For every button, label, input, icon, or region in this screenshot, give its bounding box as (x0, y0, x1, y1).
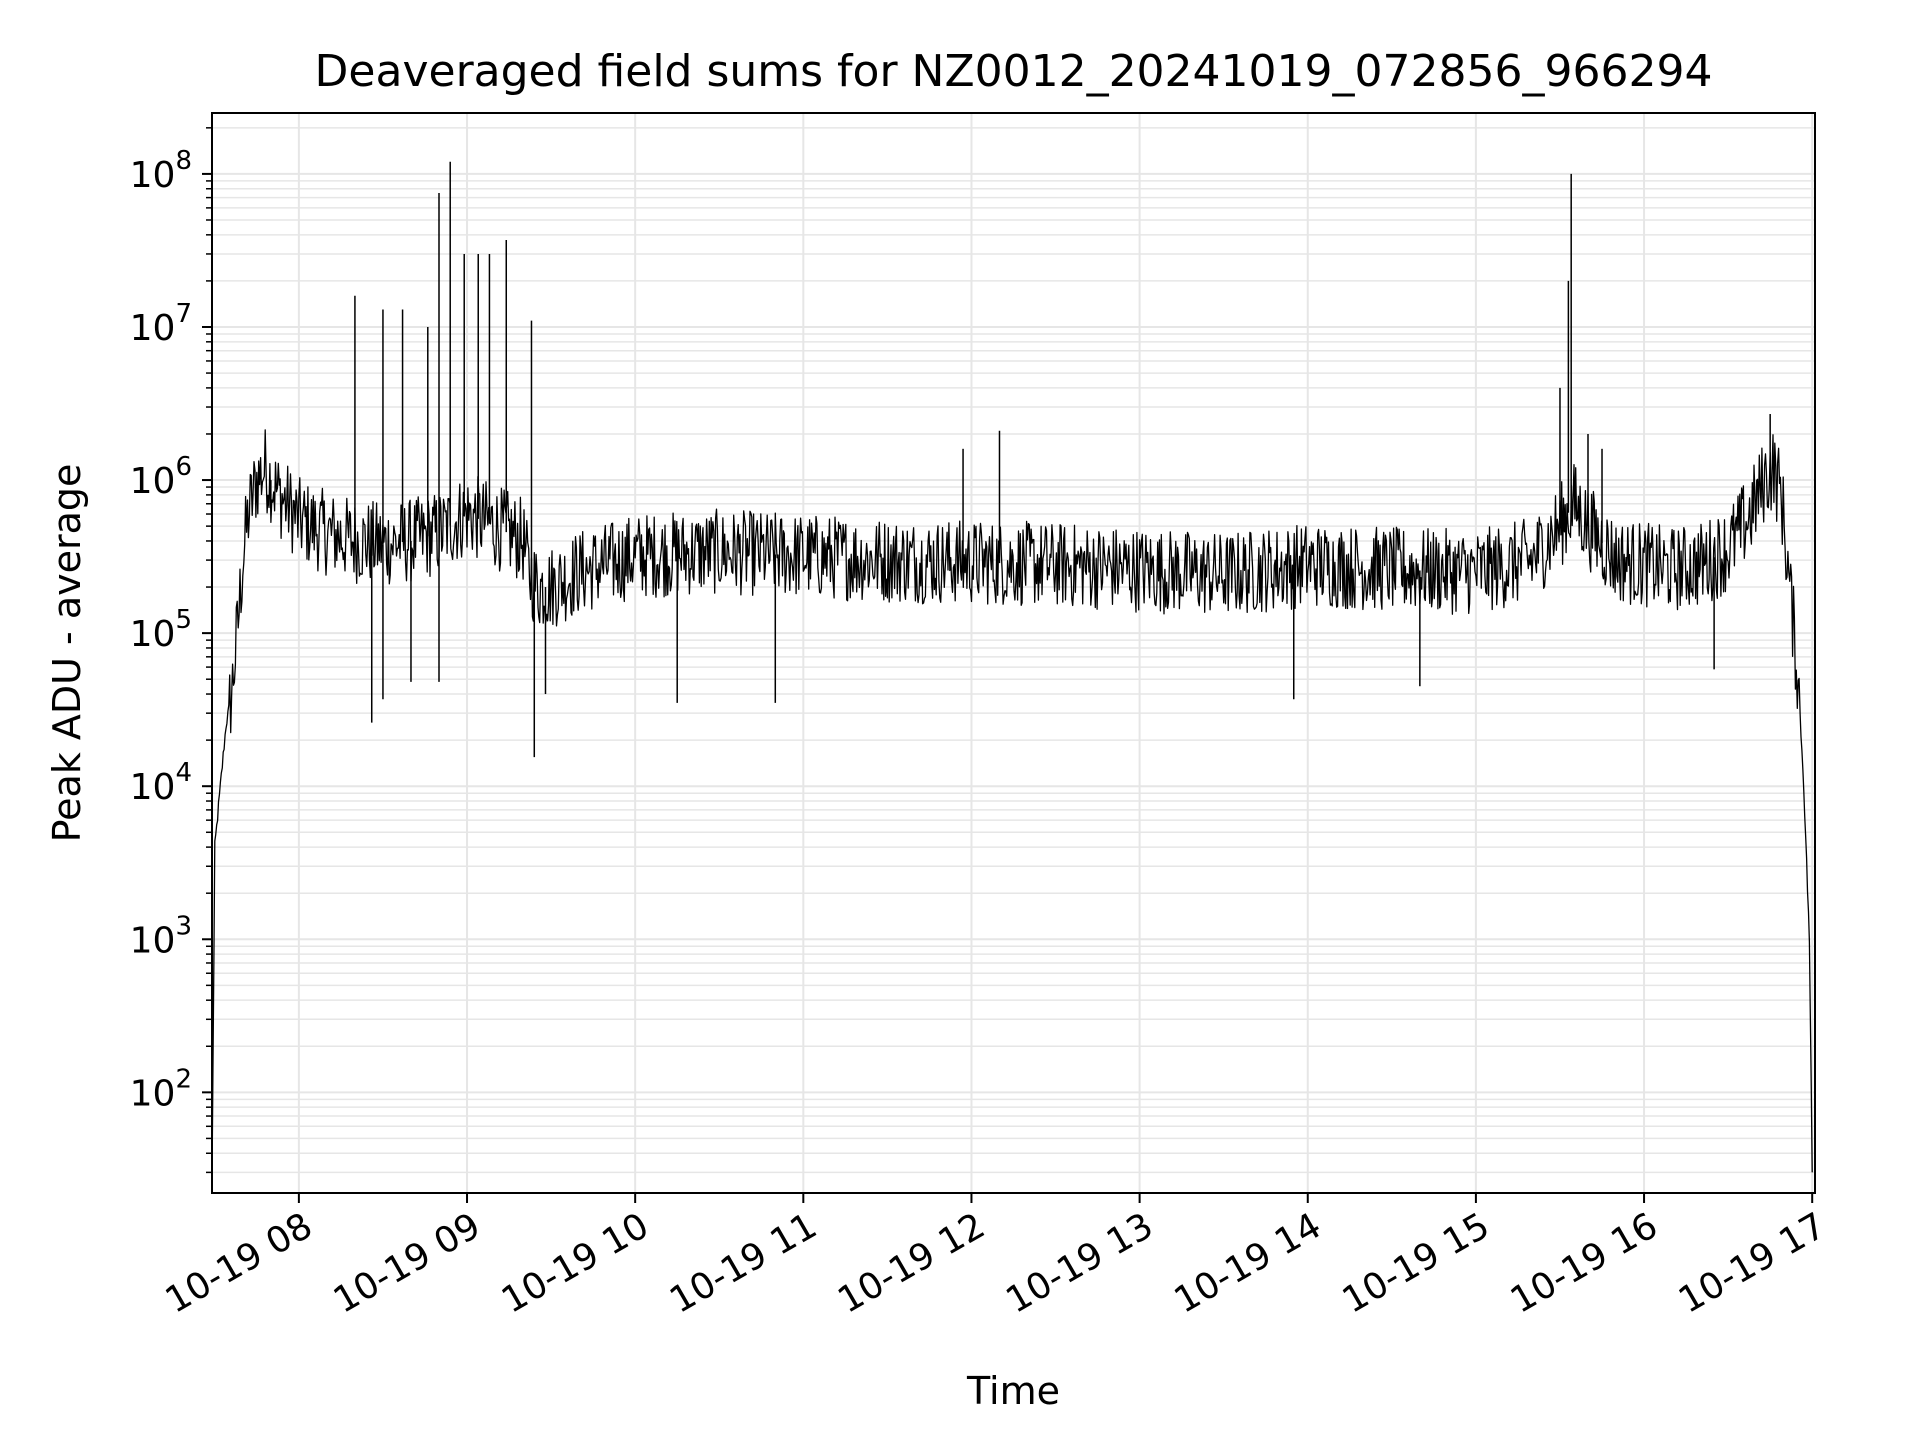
plot-area-frame (211, 112, 1816, 1194)
y-tick-label: 106 (130, 452, 192, 502)
y-axis-label: Peak ADU - average (45, 464, 89, 843)
y-tick-label: 102 (130, 1064, 192, 1114)
series-line (211, 429, 1813, 1183)
y-axis-ticks: 102 103 104 105 106 107 108 (130, 127, 212, 1174)
grid (212, 113, 1815, 1193)
y-tick-label: 108 (130, 146, 192, 196)
data-line-group (211, 161, 1813, 1183)
y-tick-label: 104 (130, 758, 192, 808)
x-axis-label: Time (966, 1369, 1060, 1413)
y-tick-label: 103 (130, 911, 192, 961)
chart-title: Deaveraged field sums for NZ0012_2024101… (315, 46, 1713, 97)
y-tick-label: 105 (130, 605, 192, 655)
y-tick-label: 107 (130, 299, 192, 349)
